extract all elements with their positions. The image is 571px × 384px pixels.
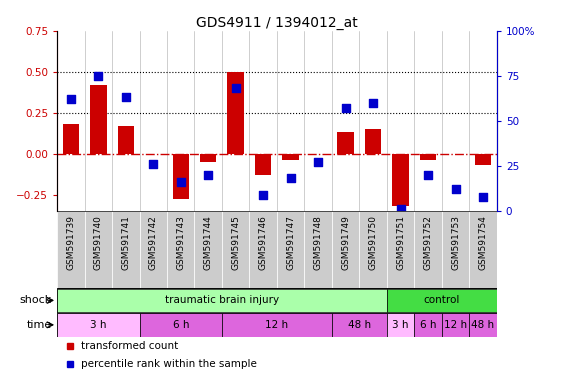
Bar [255,154,271,175]
Bar [392,154,409,206]
Bar [365,129,381,154]
Text: 12 h: 12 h [266,320,288,330]
Text: 3 h: 3 h [392,320,409,330]
Bar [420,154,436,160]
Text: GSM591748: GSM591748 [313,215,323,270]
Point [478,194,488,200]
Text: 12 h: 12 h [444,320,467,330]
Point [176,179,186,185]
Bar [337,132,354,154]
Bar [118,126,134,154]
Text: 3 h: 3 h [90,320,107,330]
FancyBboxPatch shape [387,313,415,337]
FancyBboxPatch shape [332,313,387,337]
FancyBboxPatch shape [277,211,304,288]
Text: GSM591746: GSM591746 [259,215,268,270]
Bar [172,154,189,199]
Text: GSM591752: GSM591752 [424,215,433,270]
Bar [90,85,107,154]
Point [396,206,405,212]
Point [424,172,433,178]
FancyBboxPatch shape [415,211,442,288]
FancyBboxPatch shape [139,211,167,288]
FancyBboxPatch shape [195,211,222,288]
Point [204,172,213,178]
FancyBboxPatch shape [112,211,139,288]
Text: shock: shock [19,295,51,305]
FancyBboxPatch shape [469,313,497,337]
Point [94,73,103,79]
FancyBboxPatch shape [387,211,415,288]
FancyBboxPatch shape [250,211,277,288]
FancyBboxPatch shape [442,211,469,288]
Text: GSM591742: GSM591742 [149,215,158,270]
Bar [227,72,244,154]
Text: GSM591739: GSM591739 [66,215,75,270]
Point [148,161,158,167]
Point [368,100,377,106]
Text: time: time [26,320,51,330]
Text: GSM591743: GSM591743 [176,215,185,270]
Point [259,192,268,198]
Text: 48 h: 48 h [348,320,371,330]
Text: GSM591750: GSM591750 [369,215,377,270]
Bar [200,154,216,162]
FancyBboxPatch shape [387,289,497,312]
Point [231,85,240,91]
Text: 6 h: 6 h [172,320,189,330]
Point [313,159,323,166]
FancyBboxPatch shape [442,313,469,337]
FancyBboxPatch shape [85,211,112,288]
Text: percentile rank within the sample: percentile rank within the sample [81,359,257,369]
Point [66,96,75,102]
Text: GSM591740: GSM591740 [94,215,103,270]
Text: traumatic brain injury: traumatic brain injury [165,295,279,305]
FancyBboxPatch shape [415,313,442,337]
FancyBboxPatch shape [359,211,387,288]
Text: GSM591751: GSM591751 [396,215,405,270]
FancyBboxPatch shape [57,313,139,337]
Title: GDS4911 / 1394012_at: GDS4911 / 1394012_at [196,16,358,30]
Text: GSM591744: GSM591744 [204,215,213,270]
Text: GSM591745: GSM591745 [231,215,240,270]
Text: GSM591747: GSM591747 [286,215,295,270]
Text: 48 h: 48 h [472,320,494,330]
Point [286,175,295,182]
Bar [283,154,299,160]
FancyBboxPatch shape [222,211,250,288]
Point [451,186,460,192]
FancyBboxPatch shape [304,211,332,288]
FancyBboxPatch shape [332,211,359,288]
Text: GSM591754: GSM591754 [478,215,488,270]
Text: control: control [424,295,460,305]
FancyBboxPatch shape [57,211,85,288]
Text: transformed count: transformed count [81,341,179,351]
FancyBboxPatch shape [57,289,387,312]
FancyBboxPatch shape [167,211,195,288]
FancyBboxPatch shape [469,211,497,288]
Text: 6 h: 6 h [420,320,436,330]
Text: GSM591741: GSM591741 [121,215,130,270]
Bar [475,154,491,165]
Bar [63,124,79,154]
Text: GSM591749: GSM591749 [341,215,350,270]
FancyBboxPatch shape [222,313,332,337]
FancyBboxPatch shape [139,313,222,337]
Text: GSM591753: GSM591753 [451,215,460,270]
Point [341,105,350,111]
Point [121,94,130,101]
